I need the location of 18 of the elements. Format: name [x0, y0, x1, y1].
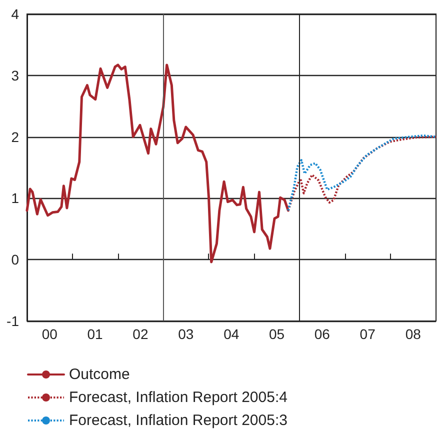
- x-tick-label: 07: [360, 326, 376, 342]
- x-tick-label: 06: [314, 326, 330, 342]
- y-tick-label: 2: [11, 128, 20, 145]
- legend-label: Forecast, Inflation Report 2005:4: [69, 389, 288, 406]
- legend-label: Forecast, Inflation Report 2005:3: [69, 412, 288, 429]
- x-tick-label: 05: [268, 326, 285, 342]
- legend-label: Outcome: [69, 366, 130, 383]
- x-tick-label: 04: [224, 326, 240, 342]
- x-tick-label: 00: [42, 326, 58, 342]
- x-tick-label: 02: [132, 326, 148, 342]
- x-tick-label: 03: [178, 326, 194, 342]
- y-tick-label: -1: [6, 313, 20, 329]
- y-tick-label: 1: [11, 190, 20, 206]
- y-tick-label: 0: [11, 252, 20, 268]
- x-tick-label: 01: [87, 326, 104, 342]
- y-tick-label: 4: [11, 6, 20, 22]
- x-tick-label: 08: [405, 326, 422, 342]
- y-tick-label: 3: [11, 67, 20, 84]
